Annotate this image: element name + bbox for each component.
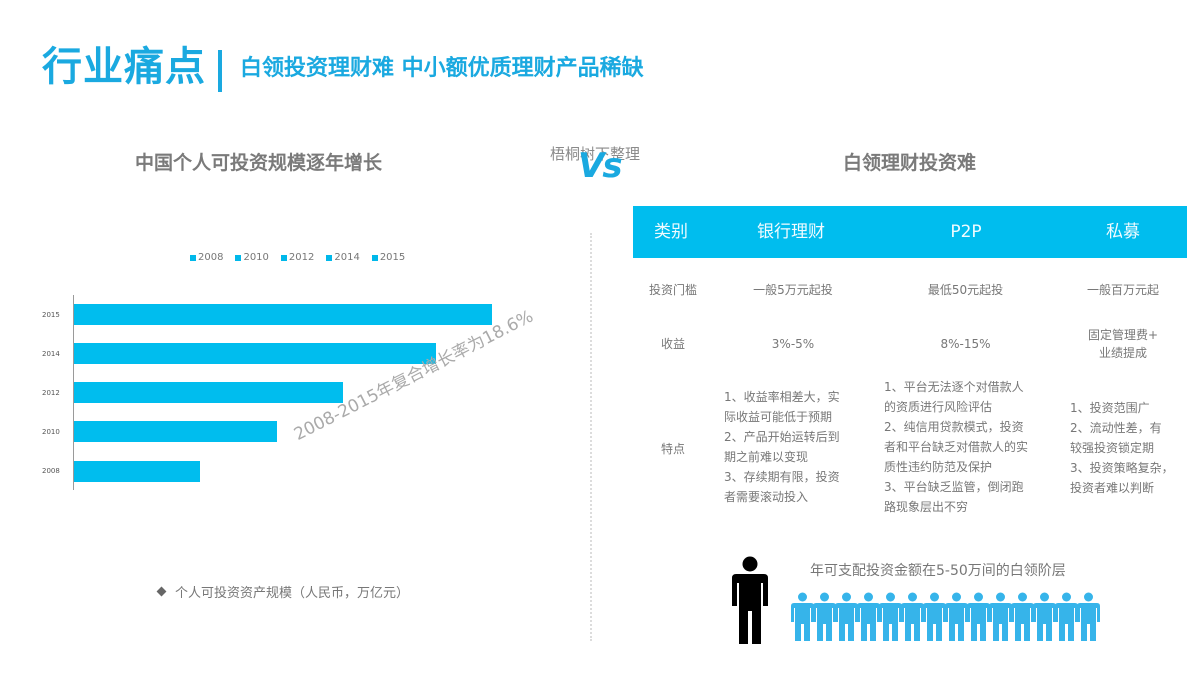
person-icon xyxy=(812,592,837,646)
section-divider xyxy=(590,233,592,641)
table-header-private: 私募 xyxy=(1106,222,1140,242)
y-tick-label: 2010 xyxy=(42,428,60,436)
person-icon xyxy=(834,592,859,646)
cell-bank: 3%-5% xyxy=(771,337,815,351)
person-icon xyxy=(1032,592,1057,646)
y-tick-label: 2012 xyxy=(42,389,60,397)
chart-title: 中国个人可投资规模逐年增长 xyxy=(135,152,383,174)
bar xyxy=(74,382,343,403)
cell-bank-features: 1、收益率相差大，实 际收益可能低于预期 2、产品开始运转后到 期之前难以变现 … xyxy=(724,390,840,504)
legend-item: 2015 xyxy=(371,252,405,263)
table-section-title: 白领理财投资难 xyxy=(843,152,977,174)
table-header-bank: 银行理财 xyxy=(757,222,825,242)
legend-item: 2008 xyxy=(190,252,223,263)
legend-swatch-icon xyxy=(235,254,242,261)
vs-label: Vs xyxy=(578,146,623,186)
cell-p2p: 最低50元起投 xyxy=(927,283,1004,297)
cell-private: 一般百万元起 xyxy=(1086,283,1159,297)
person-icon xyxy=(1010,592,1035,646)
bar xyxy=(74,421,277,442)
cell-private-features: 1、投资范围广 2、流动性差，有 较强投资锁定期 3、投资策略复杂， 投资者难以… xyxy=(1070,401,1174,495)
cell-p2p: 8%-15% xyxy=(940,337,991,351)
person-icon xyxy=(944,592,969,646)
people-caption: 年可支配投资金额在5-50万间的白领阶层 xyxy=(810,563,1066,579)
cell-p2p-features: 1、平台无法逐个对借款人 的资质进行风险评估 2、纯信用贷款模式，投资 者和平台… xyxy=(884,380,1029,514)
chart-legend: 2008 2010 2012 2014 2015 xyxy=(190,252,405,263)
person-icon xyxy=(790,592,815,646)
bar xyxy=(74,304,492,325)
person-icon xyxy=(922,592,947,646)
cell-private-line2: 业绩提成 xyxy=(1098,346,1147,360)
cell-bank: 一般5万元起投 xyxy=(753,283,833,297)
y-tick-label: 2014 xyxy=(42,350,60,358)
chart-footnote: 个人可投资资产规模（人民币，万亿元） xyxy=(156,582,409,601)
person-icon-single xyxy=(730,556,770,650)
legend-item: 2014 xyxy=(326,252,360,263)
legend-swatch-icon xyxy=(371,254,378,261)
legend-item: 2010 xyxy=(235,252,269,263)
person-icon xyxy=(856,592,881,646)
y-axis xyxy=(73,295,74,490)
person-icon xyxy=(878,592,903,646)
bar xyxy=(74,461,200,482)
person-icon xyxy=(988,592,1013,646)
person-icon xyxy=(900,592,925,646)
diamond-bullet-icon xyxy=(156,586,167,597)
legend-swatch-icon xyxy=(280,254,287,261)
person-icon xyxy=(1076,592,1101,646)
y-tick-label: 2015 xyxy=(42,311,60,319)
cell-private-line1: 固定管理费+ xyxy=(1087,328,1159,342)
legend-swatch-icon xyxy=(190,254,196,261)
legend-swatch-icon xyxy=(326,254,333,261)
person-icon xyxy=(1054,592,1079,646)
page-title: 行业痛点 xyxy=(42,44,206,90)
people-group xyxy=(790,592,1101,646)
table-header-category: 类别 xyxy=(654,222,688,242)
person-icon xyxy=(966,592,991,646)
bar xyxy=(74,343,436,364)
y-tick-label: 2008 xyxy=(42,467,60,475)
page-subtitle: 白领投资理财难 中小额优质理财产品稀缺 xyxy=(240,56,644,81)
title-divider xyxy=(218,50,222,92)
table-header: 类别 银行理财 P2P 私募 xyxy=(633,206,1187,258)
row-label: 收益 xyxy=(660,337,685,351)
watermark: 梧桐树下整理 xyxy=(550,145,641,163)
bar-chart: 2015 2014 2012 2010 2008 xyxy=(0,0,590,675)
row-label: 投资门槛 xyxy=(648,283,697,297)
table-header-p2p: P2P xyxy=(950,222,982,242)
row-label: 特点 xyxy=(660,442,685,456)
legend-item: 2012 xyxy=(280,252,314,263)
